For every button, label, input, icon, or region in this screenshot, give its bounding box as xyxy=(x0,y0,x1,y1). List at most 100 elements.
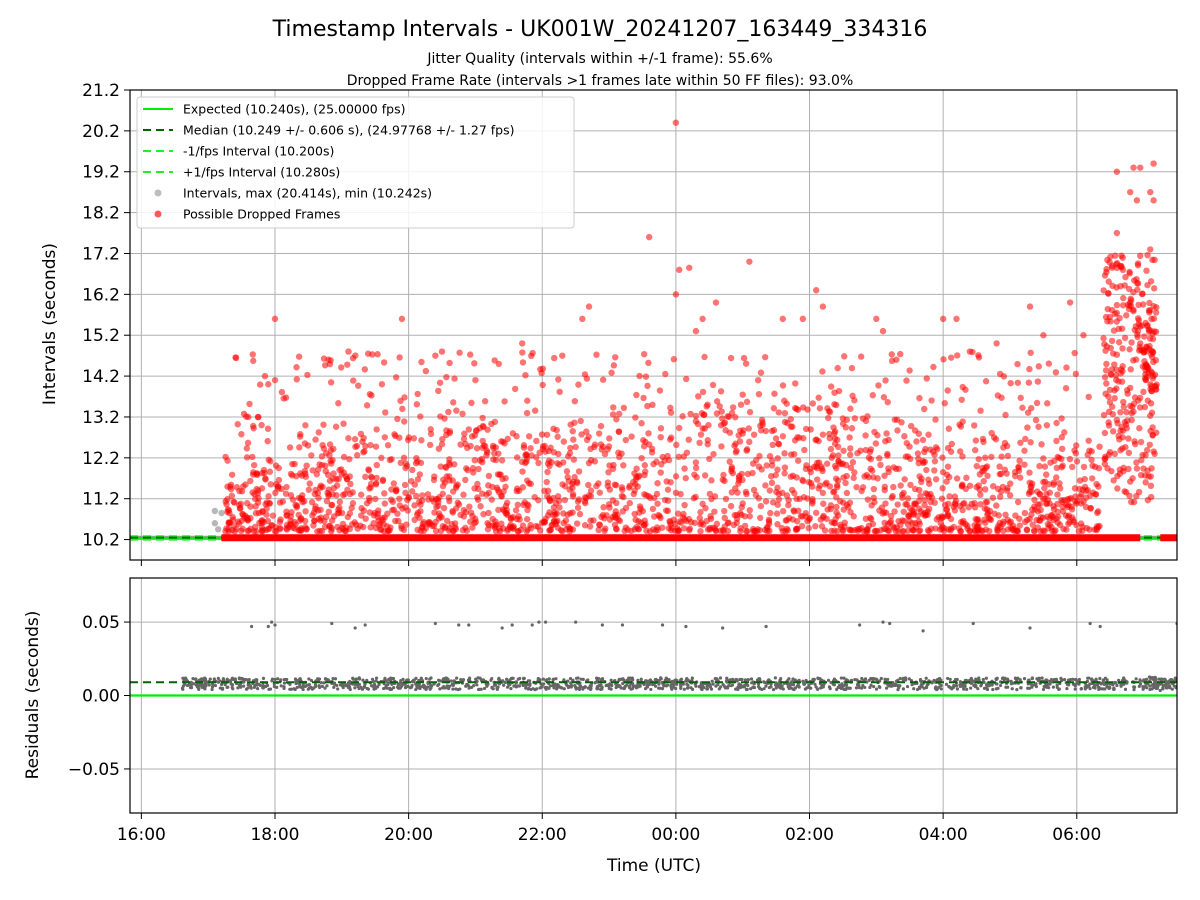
dropped-frame-point xyxy=(1017,439,1024,446)
residual-point xyxy=(845,686,849,690)
dropped-frame-point xyxy=(696,439,703,447)
residual-point xyxy=(763,680,767,685)
dropped-frame-point xyxy=(1063,364,1070,371)
residual-point xyxy=(883,677,887,681)
dropped-frame-point xyxy=(1145,473,1152,480)
dropped-frame-point xyxy=(1054,508,1061,515)
dropped-frame-point xyxy=(569,480,576,488)
residual-point xyxy=(423,685,428,689)
dropped-frame-point xyxy=(903,439,910,447)
dropped-frame-point xyxy=(401,481,409,489)
dropped-frame-point xyxy=(449,477,456,484)
dropped-frame-point xyxy=(344,486,351,494)
residual-point xyxy=(1028,686,1032,690)
dropped-frame-point xyxy=(631,470,638,477)
residual-point xyxy=(948,677,952,682)
residual-point xyxy=(896,687,900,692)
dropped-frame-point xyxy=(410,435,418,442)
dropped-frame-point xyxy=(352,443,359,450)
residual-point xyxy=(655,678,659,682)
dropped-frame-point xyxy=(606,462,613,469)
dropped-frame-point xyxy=(893,356,900,363)
dropped-frame-point xyxy=(1035,423,1042,430)
dropped-frame-point xyxy=(1113,318,1120,325)
dropped-frame-point xyxy=(380,359,388,366)
dropped-frame-point xyxy=(480,510,487,518)
dropped-frame-point xyxy=(372,481,380,488)
dropped-frame-point xyxy=(550,449,558,456)
dropped-frame-point xyxy=(272,489,279,497)
dropped-frame-point xyxy=(338,364,345,371)
x-tick-label: 20:00 xyxy=(384,825,433,845)
residual-point xyxy=(797,678,801,682)
dropped-frame-point xyxy=(610,404,617,411)
dropped-frame-point xyxy=(847,508,854,516)
dropped-frame-point xyxy=(612,354,619,361)
residual-point xyxy=(1097,685,1101,689)
residual-point xyxy=(1002,678,1006,682)
dropped-frame-point xyxy=(226,509,233,517)
dropped-frame-point xyxy=(722,495,730,503)
dropped-frame-point xyxy=(362,473,369,481)
residual-point xyxy=(503,680,507,684)
residual-point xyxy=(778,683,782,688)
dropped-frame-point xyxy=(839,420,847,427)
residual-point xyxy=(347,684,351,688)
dropped-frame-point xyxy=(713,520,721,528)
dropped-frame-point xyxy=(473,445,481,452)
dropped-frame-point xyxy=(433,503,440,511)
dropped-frame-point xyxy=(641,491,648,498)
dropped-frame-point xyxy=(1111,394,1118,402)
dropped-frame-point xyxy=(389,506,396,514)
dropped-frame-point xyxy=(659,524,666,531)
residual-point xyxy=(835,687,839,691)
dropped-frame-point xyxy=(230,522,238,530)
dropped-frame-point xyxy=(404,507,411,514)
dropped-frame-point xyxy=(1095,465,1103,472)
dropped-frame-point xyxy=(437,463,444,470)
residual-point xyxy=(284,677,288,682)
dropped-frame-point xyxy=(828,527,835,535)
residual-point xyxy=(210,685,215,689)
dropped-frame-point xyxy=(439,435,446,443)
residual-point xyxy=(1161,687,1165,691)
dropped-frame-point xyxy=(349,500,357,507)
dropped-frame-point xyxy=(1091,526,1098,533)
residual-point xyxy=(715,677,719,681)
dropped-frame-point xyxy=(672,291,680,298)
dropped-frame-point xyxy=(1108,337,1116,345)
residual-point xyxy=(1054,677,1058,681)
dropped-frame-point xyxy=(1040,455,1047,462)
dropped-frame-point xyxy=(831,401,838,408)
dropped-frame-point xyxy=(554,433,561,440)
dropped-frame-point xyxy=(964,522,971,530)
dropped-frame-point xyxy=(532,522,540,530)
residual-point xyxy=(183,676,188,680)
residual-point xyxy=(961,683,965,688)
dropped-frame-point xyxy=(401,394,408,401)
residual-point xyxy=(230,685,234,690)
dropped-frame-point xyxy=(298,495,306,503)
residual-point xyxy=(1062,678,1067,682)
residual-point xyxy=(608,682,612,686)
residual-point xyxy=(779,676,783,681)
dropped-frame-point xyxy=(846,499,854,506)
dropped-frame-point xyxy=(443,431,450,439)
dropped-frame-point xyxy=(826,430,833,438)
residual-point xyxy=(903,676,907,680)
dropped-frame-point xyxy=(324,471,332,479)
dropped-frame-point xyxy=(638,420,645,427)
residual-point xyxy=(181,687,185,691)
dropped-frame-point xyxy=(369,351,376,358)
dropped-frame-point xyxy=(438,441,446,448)
dropped-frame-point xyxy=(712,299,720,306)
dropped-frame-point xyxy=(485,482,492,489)
residual-point xyxy=(247,678,251,682)
residual-point xyxy=(1148,687,1152,692)
dropped-frame-point xyxy=(996,463,1003,470)
residual-point xyxy=(514,681,518,685)
residual-point xyxy=(1138,678,1142,682)
y-tick-label: 21.2 xyxy=(82,81,120,101)
dropped-frame-point xyxy=(884,398,891,406)
dropped-frame-point xyxy=(422,367,430,375)
